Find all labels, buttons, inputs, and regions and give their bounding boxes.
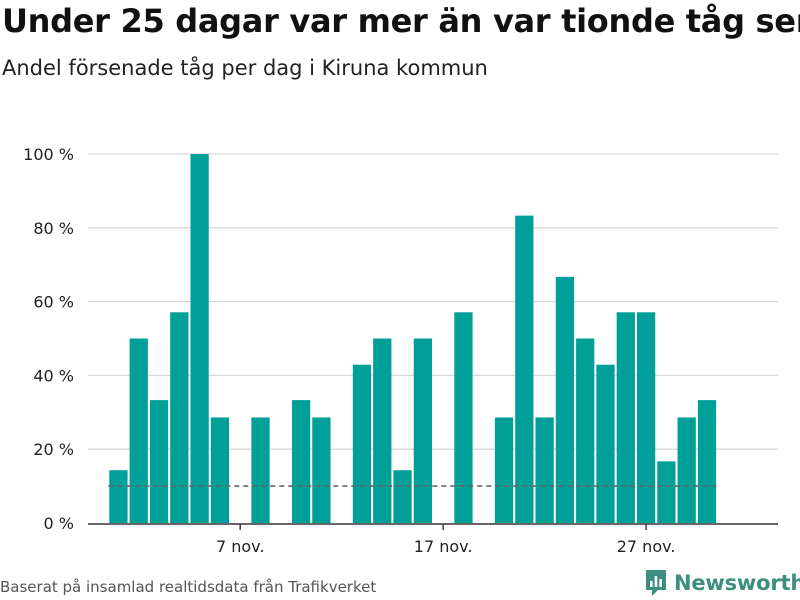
- bar: [555, 276, 575, 523]
- bar: [515, 215, 534, 524]
- brand-name: Newsworthy: [674, 571, 800, 595]
- bar: [109, 470, 128, 523]
- bar: [149, 400, 169, 523]
- bar: [129, 338, 148, 523]
- y-tick-label: 100 %: [23, 145, 74, 164]
- y-tick-label: 0 %: [44, 514, 74, 533]
- y-tick-label: 60 %: [33, 293, 74, 312]
- bar: [576, 338, 595, 523]
- newsworthy-logo: Newsworthy: [644, 568, 800, 598]
- y-tick-label: 80 %: [33, 219, 74, 238]
- bar: [636, 312, 656, 523]
- bar: [697, 400, 717, 523]
- x-tick-label: 7 nov.: [216, 537, 265, 556]
- bar: [494, 417, 514, 523]
- chart-title: Under 25 dagar var mer än var tionde tåg…: [2, 2, 800, 40]
- bar: [352, 364, 372, 523]
- bar: [677, 417, 696, 523]
- newsworthy-logo-icon: [646, 570, 666, 596]
- bar: [535, 417, 554, 523]
- bar: [413, 338, 432, 523]
- bar: [454, 312, 473, 523]
- bar: [596, 364, 615, 523]
- x-tick-label: 17 nov.: [414, 537, 473, 556]
- bar: [190, 154, 209, 523]
- x-tick-label: 27 nov.: [617, 537, 676, 556]
- bar: [170, 312, 189, 523]
- y-tick-label: 20 %: [33, 440, 74, 459]
- bar: [291, 400, 311, 523]
- bar: [393, 470, 412, 523]
- y-tick-label: 40 %: [33, 366, 74, 385]
- bar: [251, 417, 270, 523]
- bar: [616, 312, 635, 523]
- bar: [312, 417, 331, 523]
- bar: [373, 338, 392, 523]
- bar: [657, 461, 676, 523]
- source-note: Baserat på insamlad realtidsdata från Tr…: [0, 578, 377, 596]
- chart-subtitle: Andel försenade tåg per dag i Kiruna kom…: [2, 56, 488, 80]
- bar: [210, 417, 230, 523]
